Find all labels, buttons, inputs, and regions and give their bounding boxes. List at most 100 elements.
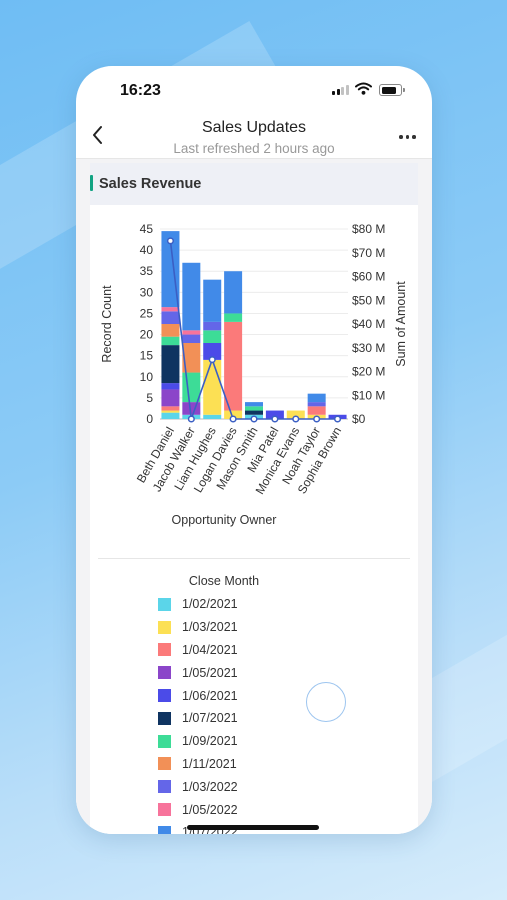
more-options-button[interactable] [399,135,416,139]
phone-frame: 16:23 Sales Updates Last refreshed 2 hou… [76,66,432,834]
wifi-icon [355,82,372,95]
y-tick-label: 5 [146,391,153,405]
bar-segment [245,402,263,407]
bar-segment [203,321,222,331]
amount-point [229,415,237,423]
bar-segment [307,402,326,407]
legend-label: 1/11/2021 [182,756,237,771]
sales-revenue-chart[interactable]: 0 5 10 15 20 25 30 35 40 45 $0 $10 M $20 M $30 M $40 M… [90,205,418,550]
legend-item[interactable]: 1/11/2021 [158,753,238,776]
bar-segment [182,372,201,403]
bar-segment [161,231,180,308]
y-axis-title: Record Count [100,285,114,363]
legend-item[interactable]: 1/07/2021 [158,707,238,730]
amount-point [166,237,174,245]
y-tick-label: 30 [140,285,154,299]
y-tick-label: 0 [146,412,153,426]
card-title: Sales Revenue [99,176,202,192]
bar-segment [161,406,180,411]
touch-indicator [306,682,346,722]
bar-segment [203,279,222,322]
bar-segment [182,262,201,331]
y2-tick-label: $60 M [352,270,385,284]
card-accent-bar [90,175,93,191]
legend-label: 1/02/2021 [182,597,238,612]
nav-bar: Sales Updates Last refreshed 2 hours ago [76,110,432,159]
legend-swatch [158,803,171,817]
back-button[interactable] [88,124,110,146]
legend-swatch [158,711,171,725]
y2-tick-label: $20 M [352,365,385,379]
amount-point [187,415,195,423]
legend-label: 1/03/2022 [182,779,238,794]
bar-segment [224,271,243,314]
legend-swatch [158,620,171,634]
x-axis-title: Opportunity Owner [172,513,277,527]
bar-segment [203,414,222,419]
bar-segment [182,330,201,335]
legend-swatch [158,780,171,794]
legend-swatch [158,825,171,834]
amount-point [208,356,216,364]
bar-segment [161,307,180,312]
legend-item[interactable]: 1/05/2022 [158,798,238,821]
battery-icon [379,84,405,96]
last-refreshed-text: Last refreshed 2 hours ago [173,141,335,156]
status-bar: 16:23 [76,66,432,110]
legend-item[interactable]: 1/05/2021 [158,661,238,684]
legend-swatch [158,757,171,771]
y-tick-label: 10 [140,370,154,384]
legend-label: 1/06/2021 [182,688,238,703]
bar-segment [161,345,180,384]
legend-item[interactable]: 1/02/2021 [158,593,238,616]
bar-segment [161,336,180,346]
y-tick-label: 20 [140,328,154,342]
page-title: Sales Updates [201,119,307,136]
bar-segment [245,406,263,411]
legend-item[interactable]: 1/09/2021 [158,730,238,753]
y-tick-label: 15 [140,349,154,363]
legend-swatch [158,643,171,657]
legend-item[interactable]: 1/04/2021 [158,639,238,662]
home-indicator[interactable] [187,825,319,830]
bar-segment [203,343,222,360]
y-tick-label: 45 [140,222,154,236]
y2-axis-title: Sum of Amount [394,281,408,367]
chart-legend: 1/02/2021 1/03/2021 1/04/2021 1/05/2021 1/06… [158,593,238,834]
bar-segment [161,410,180,413]
bar-segment [224,321,243,411]
bar-segment [161,311,180,324]
y2-tick-label: $30 M [352,341,385,355]
y2-tick-label: $10 M [352,388,385,402]
legend-label: 1/05/2022 [182,802,238,817]
legend-item[interactable]: 1/03/2021 [158,616,238,639]
bar-segment [161,324,180,337]
bar-segment [203,359,222,415]
bar-segment [182,343,201,373]
bar-segment [265,410,284,419]
bar-segment [224,410,243,419]
cellular-signal-icon [332,85,349,95]
bar-segment [161,389,180,407]
y2-tick-label: $50 M [352,293,385,307]
status-time: 16:23 [120,82,161,99]
y2-tick-label: $70 M [352,246,385,260]
sales-revenue-card: Sales Revenue 0 5 10 15 20 25 30 35 40 45 $0 $10 M $… [90,163,418,834]
legend-label: 1/03/2021 [182,620,238,635]
bar-segment [245,410,263,415]
bar-segment [161,412,180,419]
y-tick-label: 35 [140,264,154,278]
legend-swatch [158,597,171,611]
bar-segment [307,406,326,415]
legend-item[interactable]: 1/06/2021 [158,684,238,707]
legend-label: 1/05/2021 [182,665,238,680]
legend-swatch [158,666,171,680]
bar-segment [224,313,243,322]
amount-point [250,415,258,423]
legend-label: 1/09/2021 [182,734,238,749]
legend-item[interactable]: 1/03/2022 [158,775,238,798]
y2-tick-label: $40 M [352,317,385,331]
amount-point [271,415,279,423]
bar-segment [307,393,326,403]
amount-point [292,415,300,423]
